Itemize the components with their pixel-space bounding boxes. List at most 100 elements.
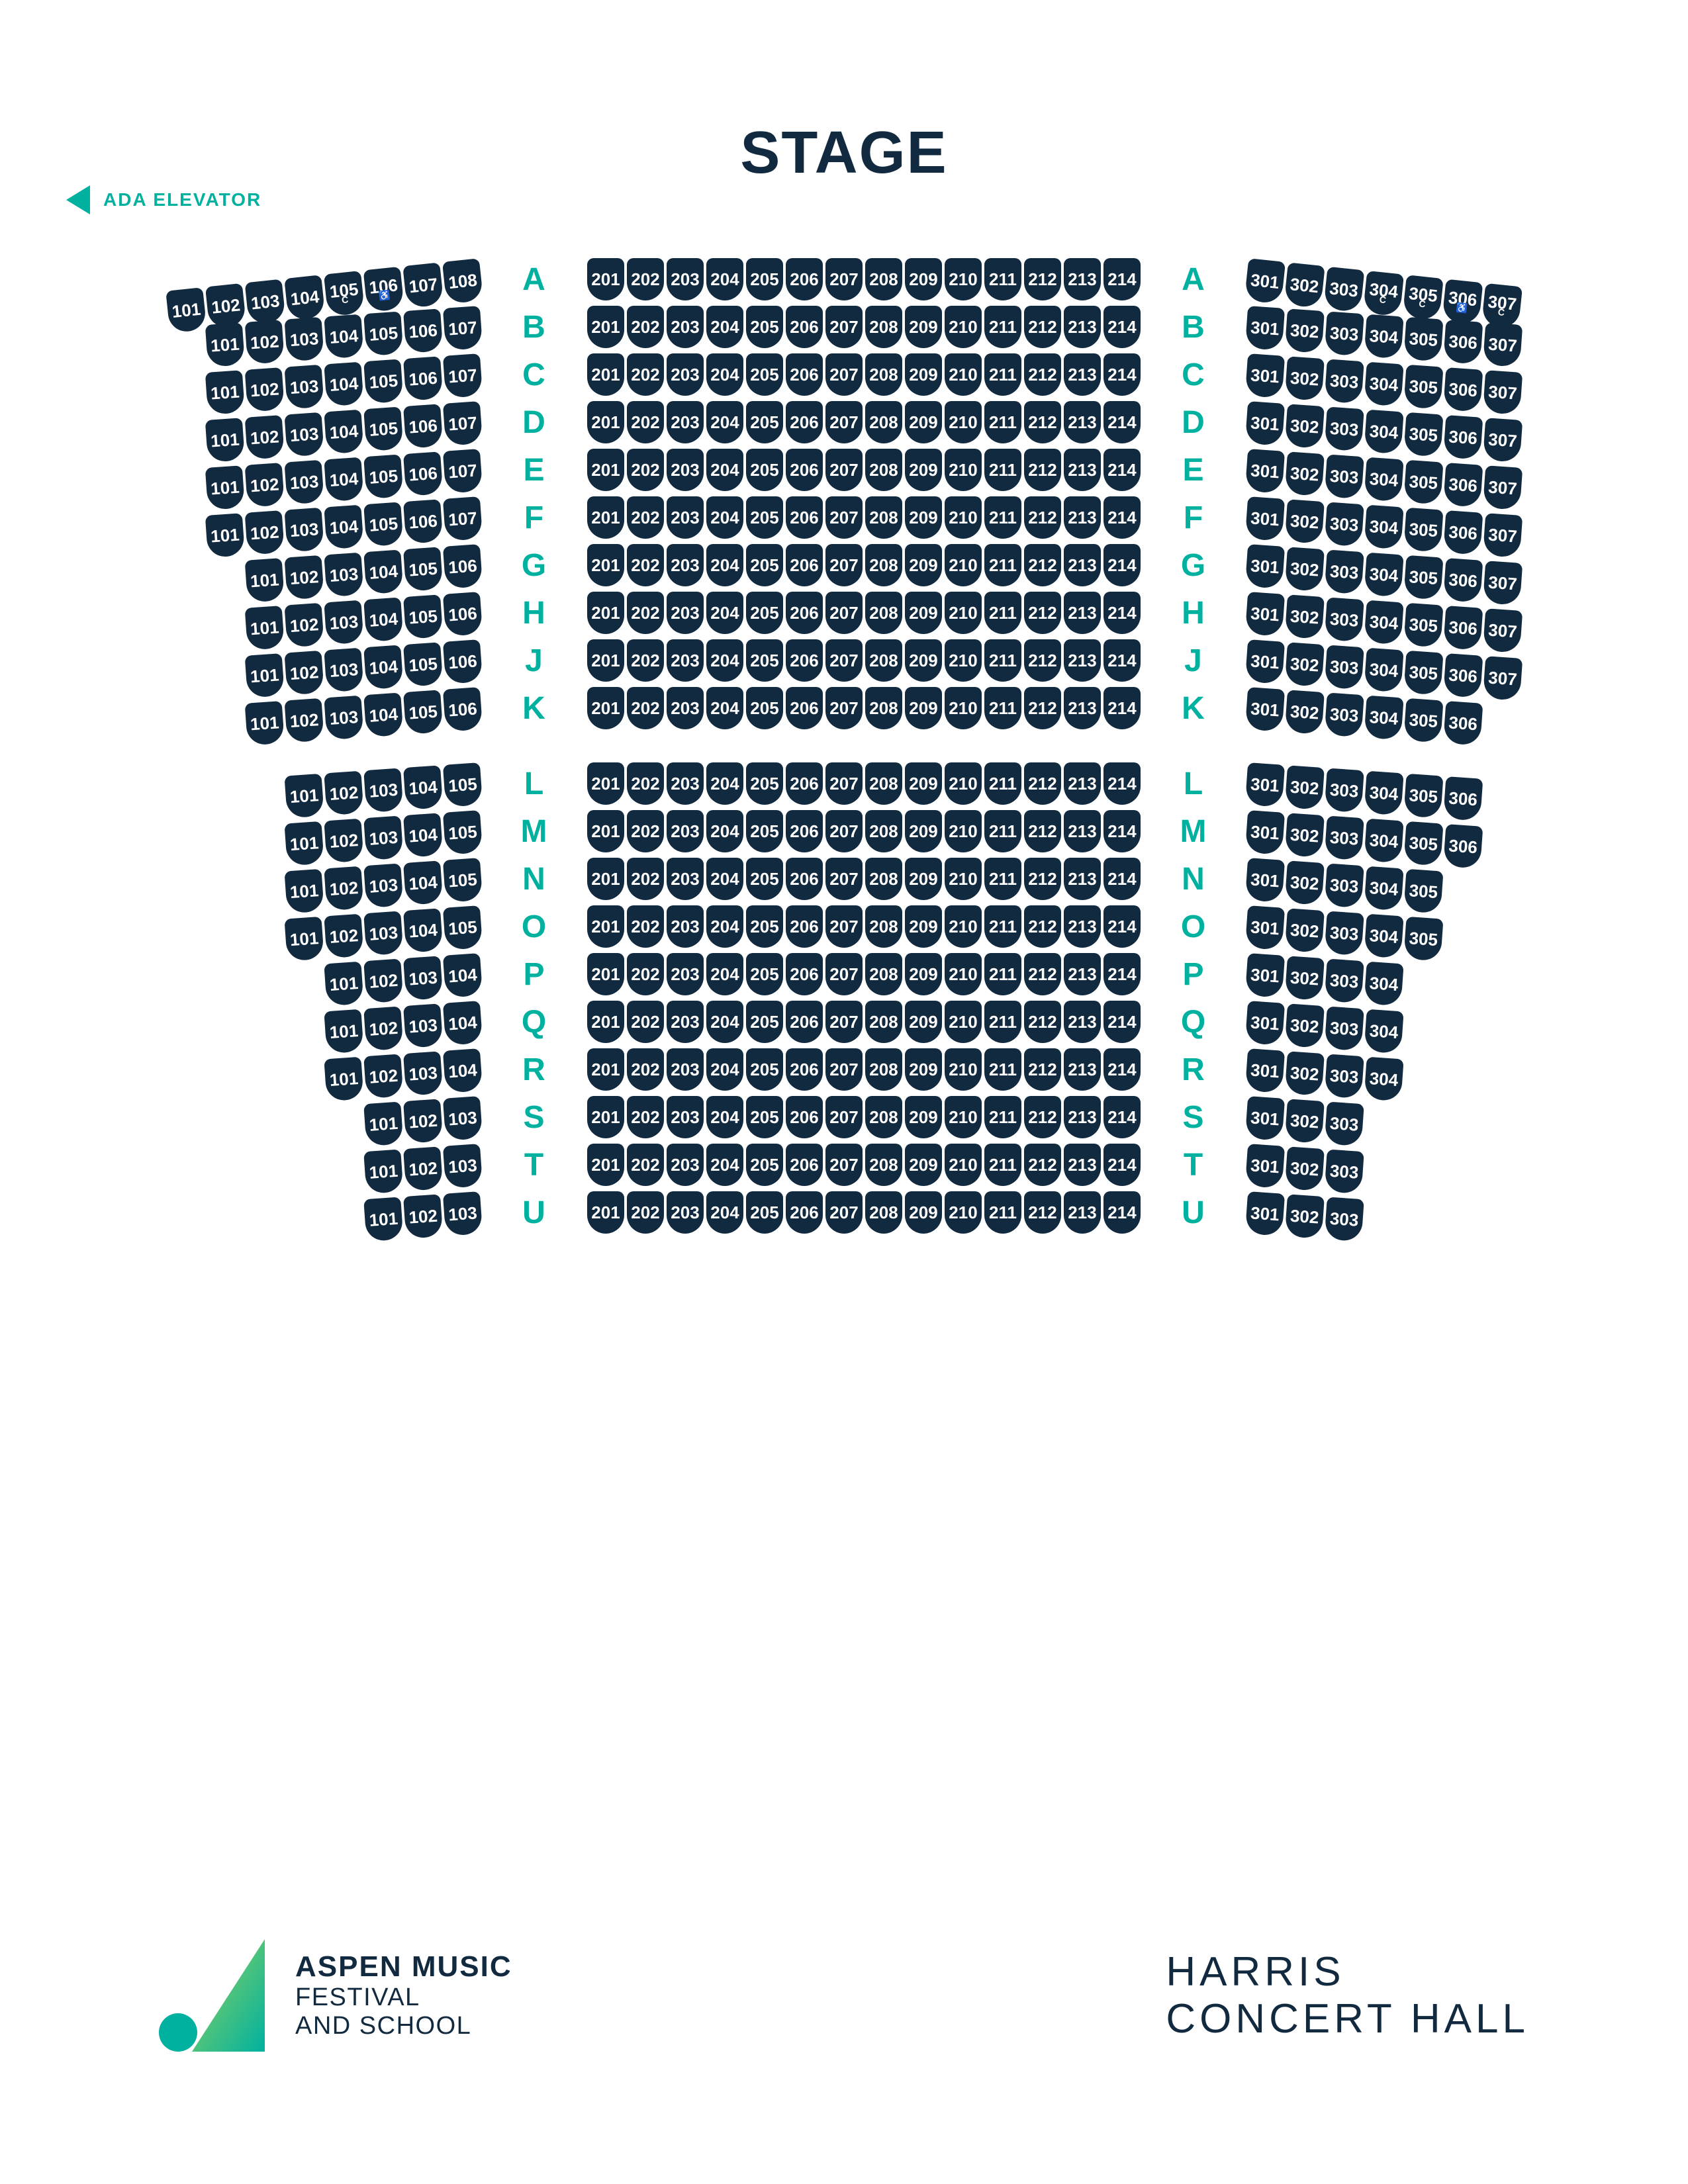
seat[interactable]: 301	[1245, 401, 1285, 446]
seat[interactable]: 103	[324, 696, 363, 741]
seat[interactable]: 201	[587, 1191, 624, 1234]
seat[interactable]: 305	[1403, 603, 1443, 648]
seat[interactable]: 302	[1285, 956, 1325, 1001]
seat[interactable]: 102	[363, 1006, 403, 1051]
seat[interactable]: 213	[1064, 810, 1101, 852]
seat[interactable]: 207	[825, 810, 863, 852]
seat[interactable]: 301	[1245, 1191, 1285, 1236]
seat[interactable]: 210	[945, 544, 982, 586]
seat[interactable]: 209	[905, 639, 942, 682]
seat[interactable]: 204	[706, 687, 743, 729]
seat[interactable]: 101	[165, 287, 207, 334]
seat[interactable]: 102	[245, 510, 285, 555]
seat[interactable]: 104	[324, 410, 363, 455]
seat[interactable]: 206	[786, 810, 823, 852]
seat[interactable]: 302	[1285, 690, 1325, 735]
seat[interactable]: 105C	[324, 271, 365, 317]
seat[interactable]: 212	[1024, 905, 1061, 948]
seat[interactable]: 102	[245, 367, 285, 412]
seat[interactable]: 204	[706, 592, 743, 634]
seat[interactable]: 212	[1024, 639, 1061, 682]
seat[interactable]: 302	[1285, 860, 1325, 905]
seat[interactable]: 305	[1403, 651, 1443, 696]
seat[interactable]: 304	[1364, 505, 1403, 550]
seat[interactable]: 302	[1285, 547, 1325, 592]
seat[interactable]: 306	[1443, 558, 1483, 603]
seat[interactable]: 201	[587, 905, 624, 948]
seat[interactable]: 105	[363, 502, 403, 547]
seat[interactable]: 206	[786, 687, 823, 729]
seat[interactable]: 202	[627, 762, 664, 805]
seat[interactable]: 202	[627, 1001, 664, 1043]
seat[interactable]: 302	[1285, 1146, 1325, 1191]
seat[interactable]: 303	[1324, 454, 1364, 499]
seat[interactable]: 211	[984, 639, 1021, 682]
seat[interactable]: 209	[905, 1191, 942, 1234]
seat[interactable]: 205	[746, 1144, 783, 1186]
seat[interactable]: 214	[1103, 858, 1141, 900]
seat[interactable]: 304	[1364, 648, 1403, 693]
seat[interactable]: 204	[706, 496, 743, 539]
seat[interactable]: 211	[984, 1191, 1021, 1234]
seat[interactable]: 305	[1403, 365, 1443, 410]
seat[interactable]: 208	[865, 762, 902, 805]
seat[interactable]: 306	[1443, 776, 1483, 821]
seat[interactable]: 208	[865, 496, 902, 539]
seat[interactable]: 207	[825, 592, 863, 634]
seat[interactable]: 303	[1324, 502, 1364, 547]
seat[interactable]: 205	[746, 401, 783, 443]
seat[interactable]: 214	[1103, 762, 1141, 805]
seat[interactable]: 211	[984, 905, 1021, 948]
seat[interactable]: 303	[1324, 311, 1364, 356]
seat[interactable]: 102	[284, 555, 324, 600]
seat[interactable]: 209	[905, 905, 942, 948]
seat[interactable]: 102	[324, 771, 363, 816]
seat[interactable]: 208	[865, 401, 902, 443]
seat[interactable]: 204	[706, 449, 743, 491]
seat[interactable]: 206	[786, 905, 823, 948]
seat[interactable]: 106♿	[363, 267, 404, 313]
seat[interactable]: 303	[1324, 1101, 1364, 1146]
seat[interactable]: 306	[1443, 824, 1483, 869]
seat[interactable]: 212	[1024, 762, 1061, 805]
seat[interactable]: 301	[1245, 953, 1285, 998]
seat[interactable]: 214	[1103, 810, 1141, 852]
seat[interactable]: 205	[746, 353, 783, 396]
seat[interactable]: 102	[324, 819, 363, 864]
seat[interactable]: 212	[1024, 258, 1061, 300]
seat[interactable]: 306	[1443, 367, 1483, 412]
seat[interactable]: 202	[627, 449, 664, 491]
seat[interactable]: 201	[587, 449, 624, 491]
seat[interactable]: 305	[1403, 508, 1443, 553]
seat[interactable]: 301	[1245, 353, 1285, 398]
seat[interactable]: 214	[1103, 306, 1141, 348]
seat[interactable]: 209	[905, 544, 942, 586]
seat[interactable]: 204	[706, 544, 743, 586]
seat[interactable]: 214	[1103, 401, 1141, 443]
seat[interactable]: 201	[587, 592, 624, 634]
seat[interactable]: 207	[825, 1191, 863, 1234]
seat[interactable]: 212	[1024, 858, 1061, 900]
seat[interactable]: 204	[706, 1191, 743, 1234]
seat[interactable]: 209	[905, 687, 942, 729]
seat[interactable]: 209	[905, 353, 942, 396]
seat[interactable]: 204	[706, 1096, 743, 1138]
seat[interactable]: 104	[324, 314, 363, 359]
seat[interactable]: 306	[1443, 320, 1483, 365]
seat[interactable]: 302	[1285, 499, 1325, 544]
seat[interactable]: 303	[1324, 1197, 1364, 1242]
seat[interactable]: 106	[443, 687, 483, 732]
seat[interactable]: 211	[984, 1096, 1021, 1138]
seat[interactable]: 103	[363, 911, 403, 956]
seat[interactable]: 207	[825, 1001, 863, 1043]
seat[interactable]: 205	[746, 306, 783, 348]
seat[interactable]: 302	[1285, 594, 1325, 639]
seat[interactable]: 301	[1245, 858, 1285, 903]
seat[interactable]: 204	[706, 353, 743, 396]
seat[interactable]: 304	[1364, 457, 1403, 502]
seat[interactable]: 104	[324, 362, 363, 407]
seat[interactable]: 205	[746, 639, 783, 682]
seat[interactable]: 305	[1403, 917, 1443, 962]
seat[interactable]: 301	[1245, 1096, 1285, 1141]
seat[interactable]: 101	[205, 465, 245, 510]
